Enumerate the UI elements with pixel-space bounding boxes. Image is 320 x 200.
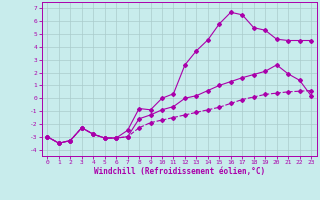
- X-axis label: Windchill (Refroidissement éolien,°C): Windchill (Refroidissement éolien,°C): [94, 167, 265, 176]
